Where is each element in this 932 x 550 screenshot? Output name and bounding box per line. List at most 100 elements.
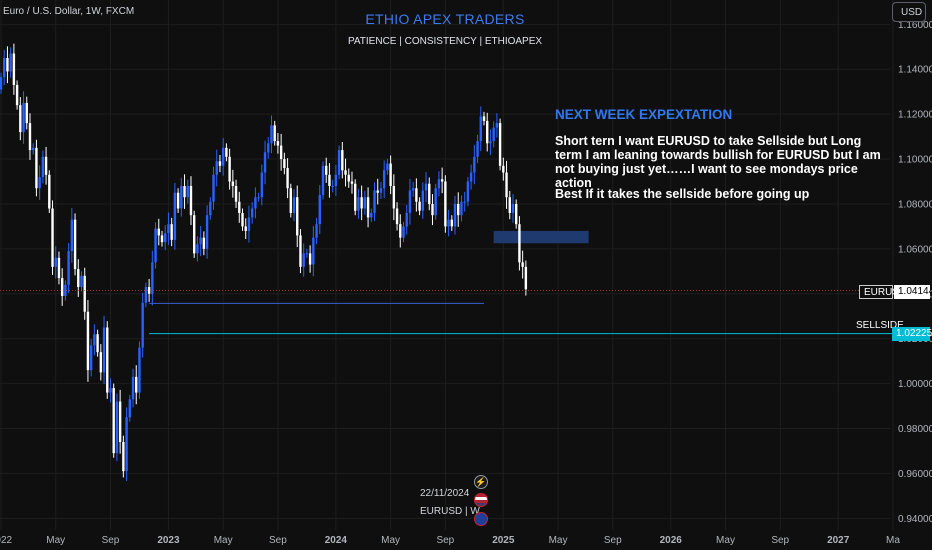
bullish-candle [469, 172, 473, 182]
bearish-candle [482, 116, 486, 121]
bearish-candle [234, 186, 238, 202]
bearish-candle [360, 197, 363, 209]
bullish-candle [254, 197, 257, 209]
bullish-candle [125, 417, 128, 472]
bullish-candle [167, 224, 170, 234]
bearish-candle [193, 215, 196, 254]
bearish-candle [486, 120, 489, 144]
x-axis: 2022 May Sep 2023 May Sep 2024 May Sep 2025 May Sep… [0, 535, 900, 546]
bearish-candle [122, 441, 125, 472]
x-tick-label: Sep [269, 535, 287, 546]
bullish-candle [186, 186, 189, 198]
bearish-candle [279, 145, 283, 160]
bullish-candle [41, 156, 45, 178]
bullish-candle [93, 334, 96, 346]
bullish-candle [180, 186, 183, 209]
bearish-candle [286, 168, 289, 189]
bullish-candle [334, 174, 338, 186]
bullish-candle [3, 58, 6, 78]
bearish-candle [524, 266, 528, 290]
bullish-candle [318, 194, 321, 225]
bearish-candle [225, 147, 228, 157]
bullish-candle [421, 190, 425, 211]
bearish-candle [440, 179, 444, 182]
bullish-candle [357, 197, 360, 211]
bearish-candle [160, 235, 164, 243]
x-tick-label: May [716, 535, 735, 546]
bearish-candle [399, 224, 402, 238]
x-tick-label: May [214, 535, 233, 546]
bullish-candle [109, 388, 112, 393]
bullish-candle [337, 150, 341, 175]
bearish-candle [25, 102, 28, 124]
eu-flag-icon [474, 512, 488, 526]
x-tick-label: Ma [886, 535, 900, 546]
watermark-date: 22/11/2024 [420, 488, 470, 499]
note-body-2: Best If it takes the sellside before goi… [555, 187, 810, 201]
y-tick-label: 0.98000 [898, 424, 932, 435]
bearish-candle [44, 156, 48, 175]
y-tick-label: 0.96000 [898, 469, 932, 480]
bearish-candle [6, 58, 9, 72]
bullish-candle [221, 147, 225, 166]
bearish-candle [241, 212, 244, 227]
x-tick-label: 2023 [157, 535, 180, 546]
bearish-candle [347, 174, 350, 182]
brand-subtitle: PATIENCE | CONSISTENCY | ETHIOAPEX [347, 36, 543, 47]
currency-button[interactable]: USD [892, 2, 926, 22]
bearish-candle [366, 197, 370, 218]
bearish-candle [283, 159, 286, 169]
bearish-candle [189, 186, 193, 216]
bearish-candle [183, 186, 186, 198]
bullish-candle [447, 219, 450, 227]
y-tick-label: 0.94000 [898, 514, 932, 525]
bearish-candle [96, 334, 99, 353]
bullish-candle [511, 203, 515, 213]
bullish-candle [315, 224, 318, 238]
annotations [493, 230, 589, 244]
watermark-symbol: EURUSD | W [420, 506, 480, 517]
bullish-candle [453, 203, 457, 227]
bullish-candle [302, 253, 305, 267]
x-tick-label: Sep [771, 535, 789, 546]
bullish-candle [115, 401, 119, 454]
x-tick-label: Sep [436, 535, 454, 546]
bearish-candle [515, 203, 518, 225]
bullish-candle [70, 219, 74, 252]
bearish-candle [83, 275, 86, 312]
bearish-candle [19, 105, 22, 133]
bullish-candle [154, 228, 157, 263]
bullish-candle [141, 302, 144, 348]
bearish-candle [350, 181, 354, 184]
us-flag-icon [474, 493, 488, 507]
bearish-candle [51, 208, 54, 267]
bullish-candle [331, 186, 334, 187]
bullish-candle [67, 251, 70, 285]
bullish-candle [495, 123, 499, 128]
bullish-candle [370, 212, 373, 218]
x-tick-label: Sep [102, 535, 120, 546]
bullish-candle [196, 244, 199, 254]
candles [0, 43, 528, 482]
y-tick-label: 1.06000 [898, 244, 932, 255]
bullish-candle [138, 347, 141, 393]
bearish-candle [444, 181, 447, 227]
bearish-candle [450, 219, 453, 227]
bearish-candle [99, 352, 103, 373]
bullish-candle [32, 147, 35, 151]
bearish-candle [60, 278, 64, 297]
bullish-candle [9, 53, 12, 72]
bullish-candle [292, 197, 296, 213]
bearish-candle [157, 228, 160, 236]
level-lines [0, 290, 892, 335]
bearish-candle [392, 186, 396, 209]
sellside-price-tag: 1.02225 [892, 327, 932, 341]
bolt-icon: ⚡ [474, 475, 488, 489]
bullish-candle [363, 197, 367, 209]
bullish-candle [102, 327, 106, 373]
bullish-candle [386, 163, 389, 171]
bullish-candle [382, 170, 386, 189]
y-tick-label: 1.10000 [898, 155, 932, 166]
